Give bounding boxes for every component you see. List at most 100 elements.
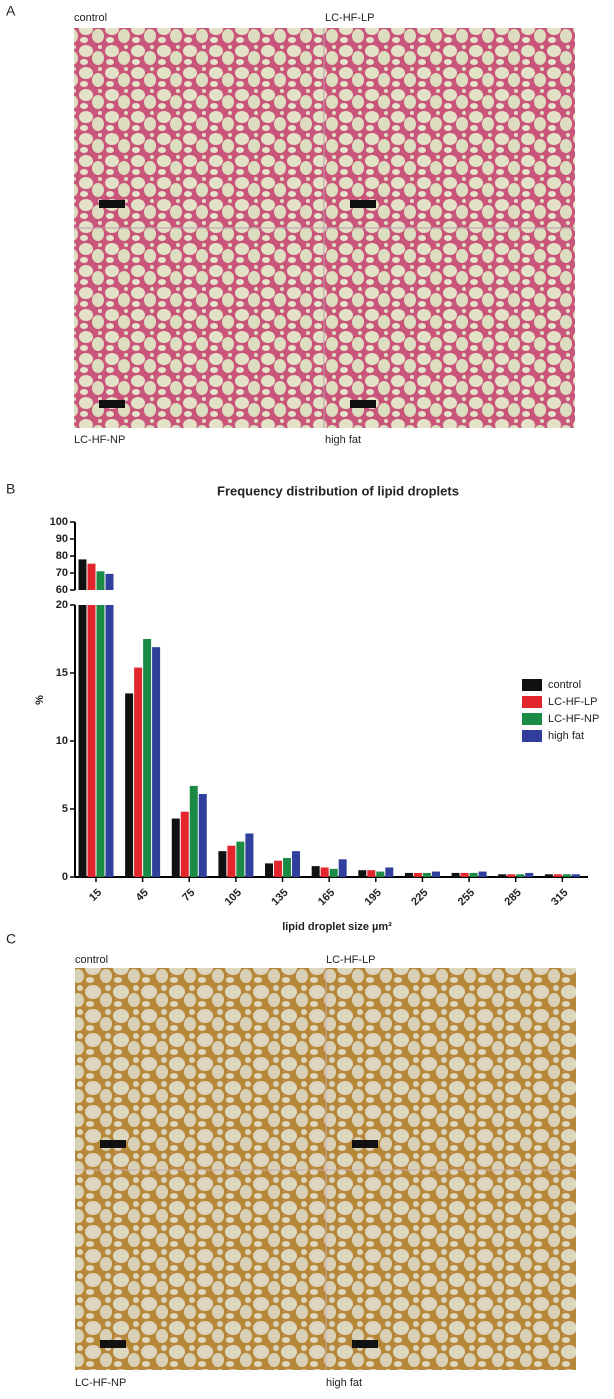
bar bbox=[87, 563, 96, 590]
bar bbox=[198, 794, 207, 877]
bar bbox=[385, 867, 394, 877]
bar bbox=[105, 605, 114, 877]
bar bbox=[320, 867, 329, 877]
bar bbox=[236, 841, 245, 877]
bar bbox=[96, 571, 105, 590]
legend-swatch bbox=[522, 713, 542, 725]
x-tick-label: 45 bbox=[134, 887, 151, 904]
bar bbox=[171, 818, 180, 877]
scale-bar bbox=[100, 1340, 126, 1348]
x-tick-label: 195 bbox=[363, 887, 384, 908]
bar bbox=[283, 857, 292, 877]
bar bbox=[180, 811, 189, 877]
bar bbox=[329, 868, 338, 877]
scale-bar bbox=[99, 400, 125, 408]
bar bbox=[125, 693, 134, 877]
legend-label: high fat bbox=[548, 730, 584, 742]
bar bbox=[96, 605, 105, 877]
bar bbox=[189, 785, 198, 877]
y-tick-label: 15 bbox=[56, 667, 68, 679]
y-tick-label: 5 bbox=[62, 803, 68, 815]
legend-swatch bbox=[522, 679, 542, 691]
x-axis-label: lipid droplet size µm² bbox=[282, 921, 392, 933]
scale-bar bbox=[352, 1140, 378, 1148]
bar bbox=[413, 872, 422, 877]
bar bbox=[218, 851, 227, 877]
legend-label: LC-HF-LP bbox=[548, 696, 598, 708]
bar bbox=[265, 863, 274, 877]
bar bbox=[525, 872, 534, 877]
image-label: control bbox=[74, 12, 107, 24]
y-tick-label: 10 bbox=[56, 735, 68, 747]
bar bbox=[498, 874, 507, 877]
image-label: control bbox=[75, 954, 108, 966]
bar bbox=[571, 874, 580, 877]
x-tick-label: 15 bbox=[87, 887, 104, 904]
scale-bar bbox=[100, 1140, 126, 1148]
x-tick-label: 225 bbox=[409, 887, 430, 908]
bar bbox=[516, 874, 525, 877]
bar bbox=[358, 870, 367, 877]
image-label: LC-HF-LP bbox=[325, 12, 375, 24]
bar bbox=[152, 647, 161, 877]
bar bbox=[311, 866, 320, 877]
x-tick-label: 165 bbox=[316, 887, 337, 908]
scale-bar bbox=[99, 200, 125, 208]
bar bbox=[460, 872, 469, 877]
bar bbox=[338, 859, 347, 877]
bar bbox=[431, 871, 440, 877]
bar bbox=[227, 845, 236, 877]
image-label: high fat bbox=[326, 1377, 362, 1389]
bar bbox=[78, 605, 87, 877]
bar bbox=[422, 872, 431, 877]
bar bbox=[143, 639, 152, 877]
x-tick-label: 315 bbox=[549, 887, 570, 908]
image-label: high fat bbox=[325, 434, 361, 446]
bar bbox=[376, 871, 385, 877]
legend-label: LC-HF-NP bbox=[548, 713, 599, 725]
bar bbox=[367, 870, 376, 877]
bar bbox=[469, 872, 478, 877]
bar bbox=[478, 871, 487, 877]
panel-letter: B bbox=[6, 481, 15, 497]
bar bbox=[87, 605, 96, 877]
image-label: LC-HF-NP bbox=[74, 434, 125, 446]
image-label: LC-HF-LP bbox=[326, 954, 376, 966]
bar bbox=[404, 872, 413, 877]
x-tick-label: 285 bbox=[502, 887, 523, 908]
x-tick-label: 135 bbox=[269, 887, 290, 908]
y-tick-label: 60 bbox=[56, 584, 68, 596]
y-tick-label: 90 bbox=[56, 533, 68, 545]
bar bbox=[451, 872, 460, 877]
y-tick-label: 20 bbox=[56, 599, 68, 611]
x-tick-label: 105 bbox=[223, 887, 244, 908]
y-tick-label: 0 bbox=[62, 871, 68, 883]
x-tick-label: 75 bbox=[180, 887, 197, 904]
bar bbox=[134, 667, 143, 877]
y-axis-label: % bbox=[34, 695, 46, 705]
bar bbox=[507, 874, 516, 877]
x-tick-label: 255 bbox=[456, 887, 477, 908]
legend-swatch bbox=[522, 730, 542, 742]
panel-letter: C bbox=[6, 931, 16, 947]
bar bbox=[245, 833, 254, 877]
bar bbox=[274, 860, 283, 877]
scale-bar bbox=[352, 1340, 378, 1348]
chart: 0 5 10 15 20 60 70 80 90 100 15 45 75 105 135 165 195 225… bbox=[50, 516, 600, 908]
scale-bar bbox=[350, 400, 376, 408]
y-tick-label: 80 bbox=[56, 550, 68, 562]
legend-label: control bbox=[548, 679, 581, 691]
bar bbox=[292, 851, 301, 877]
panel-letter: A bbox=[6, 3, 16, 19]
bar bbox=[544, 874, 553, 877]
y-tick-label: 100 bbox=[50, 516, 68, 528]
y-tick-label: 70 bbox=[56, 567, 68, 579]
bar bbox=[562, 874, 571, 877]
chart-title: Frequency distribution of lipid droplets bbox=[217, 483, 459, 498]
legend-swatch bbox=[522, 696, 542, 708]
scale-bar bbox=[350, 200, 376, 208]
image-label: LC-HF-NP bbox=[75, 1377, 126, 1389]
bar bbox=[553, 874, 562, 877]
